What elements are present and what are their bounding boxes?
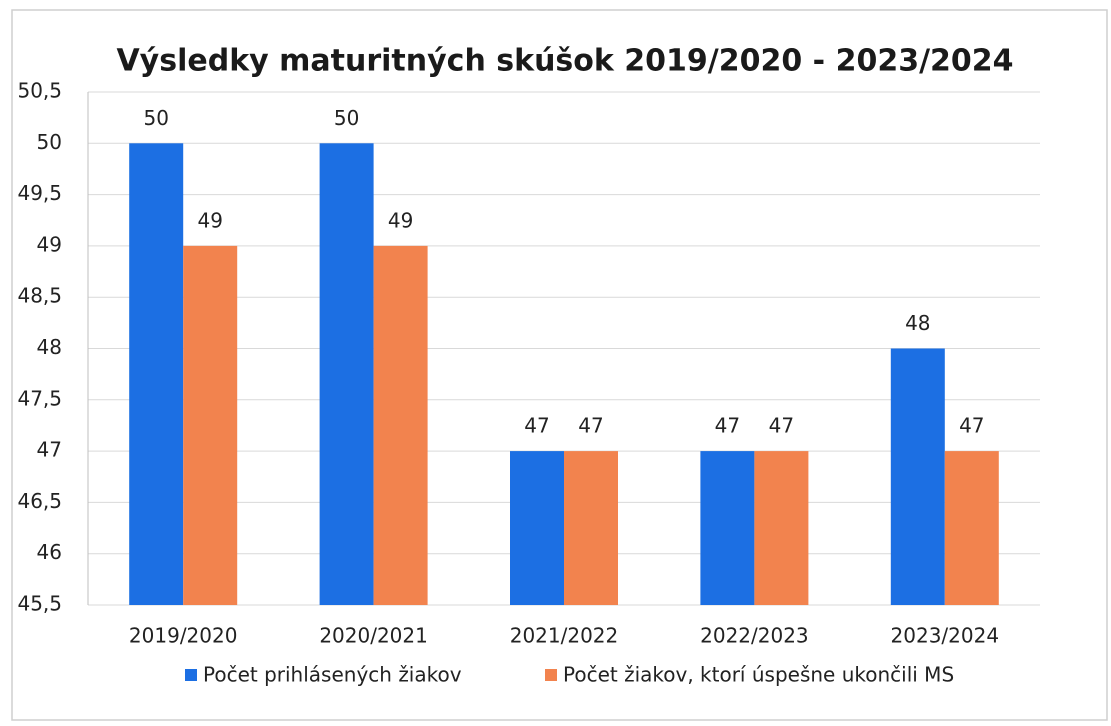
legend-label: Počet prihlásených žiakov: [203, 663, 462, 687]
bar: [129, 143, 184, 606]
y-tick-label: 45,5: [17, 592, 62, 616]
data-label: 47: [715, 414, 740, 438]
x-tick-label: 2022/2023: [700, 624, 809, 648]
chart-title: Výsledky maturitných skúšok 2019/2020 - …: [116, 44, 1013, 79]
data-label: 49: [197, 208, 222, 232]
legend-swatch: [545, 669, 557, 681]
bar: [944, 451, 999, 605]
data-label: 50: [334, 106, 359, 130]
bar: [890, 348, 945, 605]
bar: [754, 451, 809, 605]
y-tick-label: 46: [37, 540, 62, 564]
x-tick-label: 2019/2020: [129, 624, 238, 648]
data-label: 47: [959, 414, 984, 438]
data-label: 49: [388, 208, 413, 232]
legend-swatch: [185, 669, 197, 681]
y-tick-label: 50: [37, 130, 62, 154]
y-tick-label: 48: [37, 335, 62, 359]
bar: [510, 451, 564, 605]
y-tick-label: 48,5: [17, 284, 62, 308]
bar: [564, 451, 618, 605]
x-tick-label: 2023/2024: [891, 624, 1000, 648]
y-tick-label: 47,5: [17, 386, 62, 410]
bar: [319, 143, 374, 606]
y-tick-label: 47: [37, 438, 62, 462]
bar: [700, 451, 755, 605]
x-tick-label: 2021/2022: [510, 624, 619, 648]
y-tick-label: 49: [37, 232, 62, 256]
y-tick-label: 50,5: [17, 79, 62, 103]
data-label: 50: [143, 106, 168, 130]
chart-frame: [11, 9, 1108, 721]
bar: [183, 245, 238, 605]
legend-label: Počet žiakov, ktorí úspešne ukončili MS: [563, 663, 954, 687]
y-tick-label: 49,5: [17, 181, 62, 205]
data-label: 47: [524, 414, 549, 438]
bar: [373, 245, 428, 605]
x-tick-label: 2020/2021: [319, 624, 428, 648]
data-label: 47: [769, 414, 794, 438]
data-label: 47: [578, 414, 603, 438]
y-tick-label: 46,5: [17, 489, 62, 513]
data-label: 48: [905, 311, 930, 335]
